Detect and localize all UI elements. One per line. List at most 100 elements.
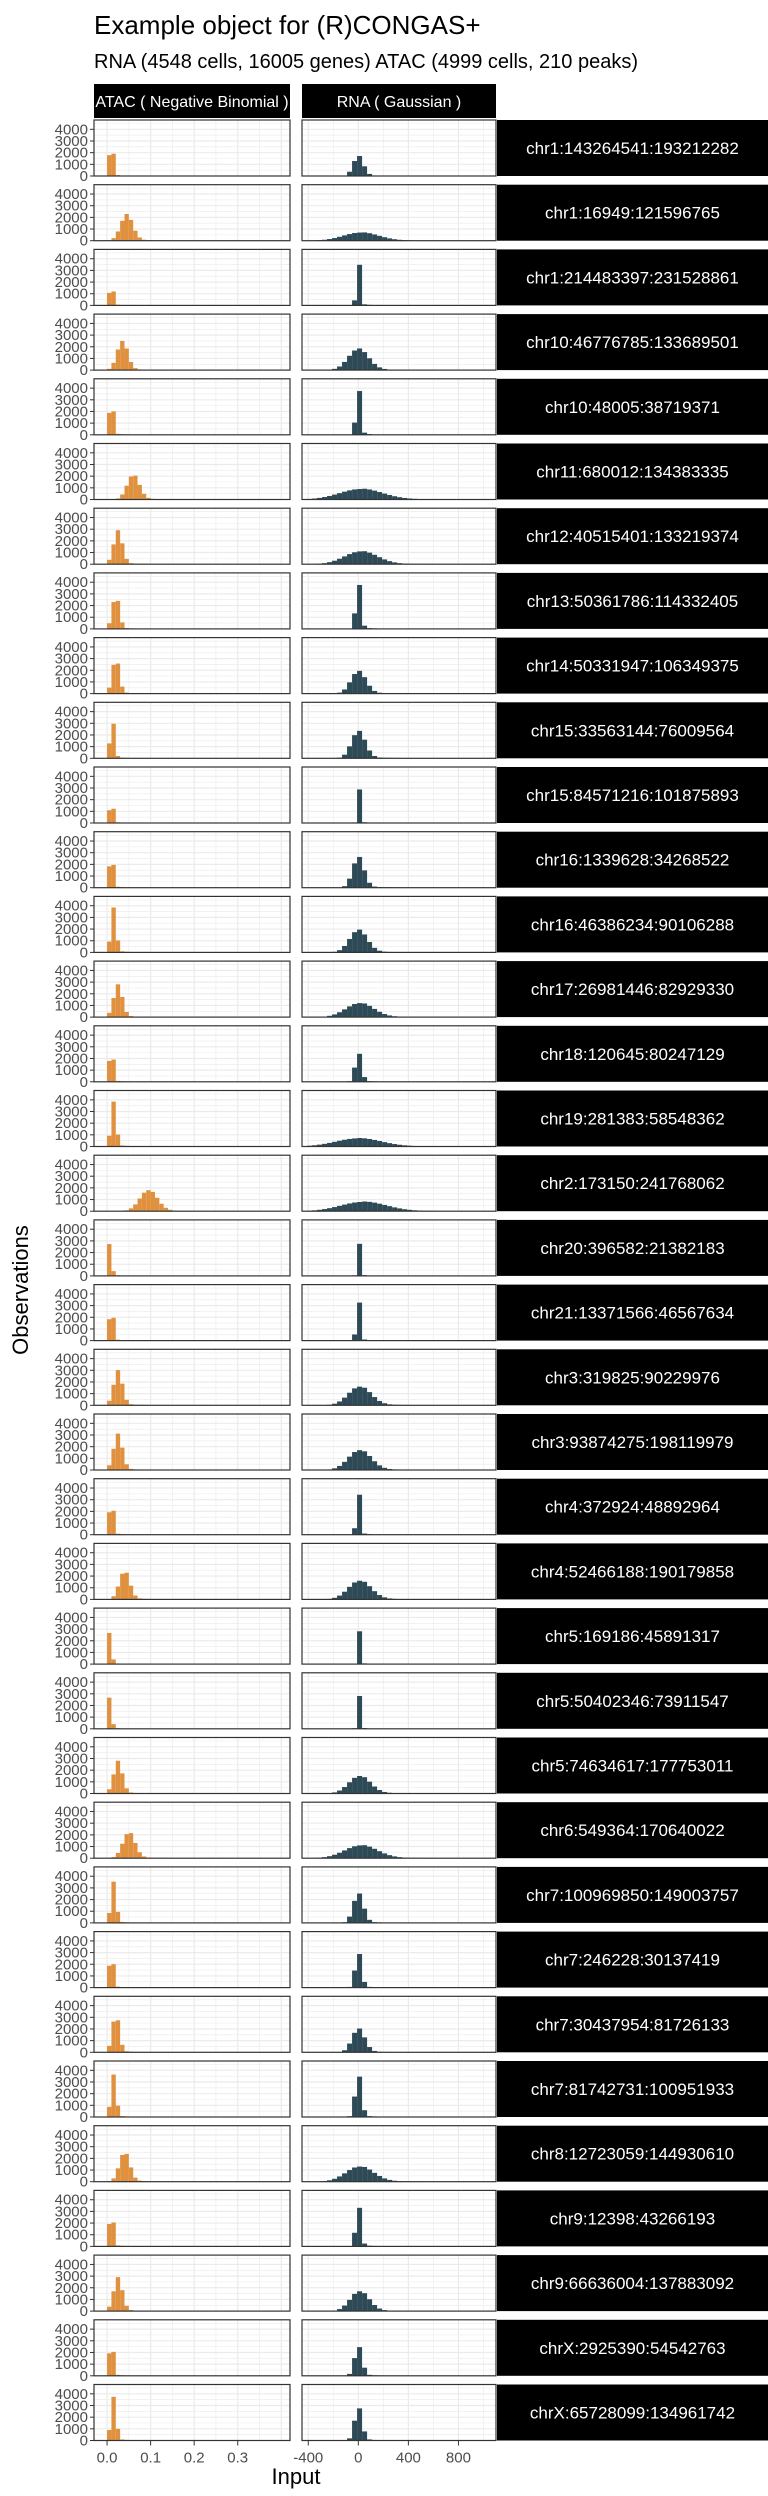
histogram-bar-rna <box>357 1386 363 1406</box>
row-strip <box>497 249 768 306</box>
histogram-bar-rna <box>342 1591 348 1600</box>
row-strip-label: chr18:120645:80247129 <box>540 1045 724 1064</box>
row-strip-label: chr15:33563144:76009564 <box>531 721 734 740</box>
histogram-bar-rna <box>367 2299 373 2312</box>
histogram-bar-atac <box>124 1572 129 1600</box>
y-tick-label: 4000 <box>55 1545 88 1562</box>
histogram-bar-atac <box>107 623 112 629</box>
row-strip-label: chr19:281383:58548362 <box>540 1110 724 1129</box>
histogram-bar-rna <box>377 2308 383 2312</box>
histogram-bar-rna <box>342 1204 348 1212</box>
row-strip-label: chr1:214483397:231528861 <box>526 268 739 287</box>
histogram-bar-atac <box>120 1447 125 1470</box>
y-tick-label: 4000 <box>55 833 88 850</box>
y-tick-label: 3000 <box>55 1298 88 1315</box>
histogram-bar-rna <box>327 1142 333 1147</box>
histogram-bar-rna <box>392 496 398 500</box>
y-tick-label: 1000 <box>55 1321 88 1338</box>
panel-border <box>93 2319 291 2377</box>
histogram-bar-rna <box>362 432 368 435</box>
histogram-bar-rna <box>362 232 368 241</box>
histogram-bar-rna <box>367 2169 373 2182</box>
histogram-bar-rna <box>392 239 398 241</box>
row-strip <box>497 184 768 241</box>
histogram-bar-rna <box>352 613 358 629</box>
row-strip-label: chr10:46776785:133689501 <box>526 333 739 352</box>
y-tick-label: 1000 <box>55 2227 88 2244</box>
histogram-bar-rna <box>352 863 358 888</box>
column-strip-label: RNA ( Gaussian ) <box>337 94 461 111</box>
panel-border <box>301 960 497 1018</box>
histogram-bar-atac <box>111 1774 116 1794</box>
histogram-bar-rna <box>357 1494 363 1535</box>
histogram-bar-rna <box>352 300 358 306</box>
y-tick-label: 2000 <box>55 533 88 550</box>
y-tick-label: 1000 <box>55 803 88 820</box>
histogram-bar-rna <box>362 2243 368 2247</box>
histogram-bar-rna <box>357 1695 363 1729</box>
histogram-bar-atac <box>115 2020 121 2053</box>
y-tick-label: 4000 <box>55 1415 88 1432</box>
histogram-bar-rna <box>377 2175 383 2182</box>
histogram-bar-rna <box>382 1791 388 1794</box>
histogram-bar-rna <box>372 2050 378 2053</box>
histogram-bar-rna <box>372 363 378 371</box>
histogram-bar-rna <box>327 239 333 241</box>
histogram-bar-rna <box>377 557 383 565</box>
histogram-bar-rna <box>347 554 353 565</box>
row-strip <box>497 1284 768 1341</box>
y-tick-label: 2000 <box>55 1827 88 1844</box>
y-tick-label: 0 <box>80 297 88 314</box>
histogram-bar-rna <box>377 1465 383 1470</box>
row-strip <box>497 2190 768 2247</box>
histogram-bar-rna <box>347 490 353 500</box>
y-tick-label: 0 <box>80 2368 88 2385</box>
histogram-bar-rna <box>397 1208 403 1212</box>
histogram-bar-atac <box>111 2291 116 2312</box>
y-tick-label: 3000 <box>55 133 88 150</box>
y-tick-label: 2000 <box>55 2150 88 2167</box>
histogram-bar-rna <box>327 1208 333 1212</box>
panel-border <box>93 2383 291 2442</box>
y-tick-label: 0 <box>80 1333 88 1350</box>
y-tick-label: 3000 <box>55 1945 88 1962</box>
y-tick-label: 3000 <box>55 1168 88 1185</box>
histogram-bar-atac <box>133 1842 138 1859</box>
histogram-bar-atac <box>128 1833 134 1859</box>
y-tick-label: 1000 <box>55 1968 88 1985</box>
panel-border <box>301 2189 497 2247</box>
column-strip-rna <box>302 84 496 118</box>
histogram-bar-atac <box>111 153 116 176</box>
histogram-bar-rna <box>357 2207 363 2247</box>
row-strip <box>497 120 768 176</box>
row-strip <box>497 572 768 629</box>
y-tick-label: 2000 <box>55 2215 88 2232</box>
y-tick-label: 4000 <box>55 1027 88 1044</box>
histogram-bar-rna <box>372 1848 378 1859</box>
histogram-bar-atac <box>115 1370 121 1406</box>
row-strip-label: chr16:46386234:90106288 <box>531 915 734 934</box>
histogram-bar-rna <box>337 558 343 565</box>
histogram-bar-rna <box>362 166 368 176</box>
histogram-bar-rna <box>362 677 368 694</box>
histogram-bar-rna <box>377 1011 383 1018</box>
y-tick-label: 3000 <box>55 845 88 862</box>
y-tick-label: 2000 <box>55 403 88 420</box>
histogram-bar-rna <box>342 1397 348 1406</box>
y-tick-label: 2000 <box>55 339 88 356</box>
histogram-bar-rna <box>362 2367 368 2376</box>
histogram-bar-atac <box>120 220 125 241</box>
y-tick-label: 1000 <box>55 1839 88 1856</box>
y-tick-label: 4000 <box>55 1286 88 1303</box>
row-strip-label: chr4:372924:48892964 <box>545 1498 720 1517</box>
histogram-bar-atac <box>133 368 138 371</box>
histogram-bar-rna <box>332 238 338 241</box>
histogram-bar-rna <box>352 2358 358 2376</box>
histogram-bar-atac <box>107 559 112 565</box>
histogram-bar-atac <box>111 997 116 1018</box>
histogram-bar-rna <box>347 234 353 241</box>
histogram-bar-rna <box>347 355 353 371</box>
histogram-bar-rna <box>352 2096 358 2117</box>
histogram-bar-rna <box>377 1851 383 1859</box>
panel-border <box>301 701 497 759</box>
